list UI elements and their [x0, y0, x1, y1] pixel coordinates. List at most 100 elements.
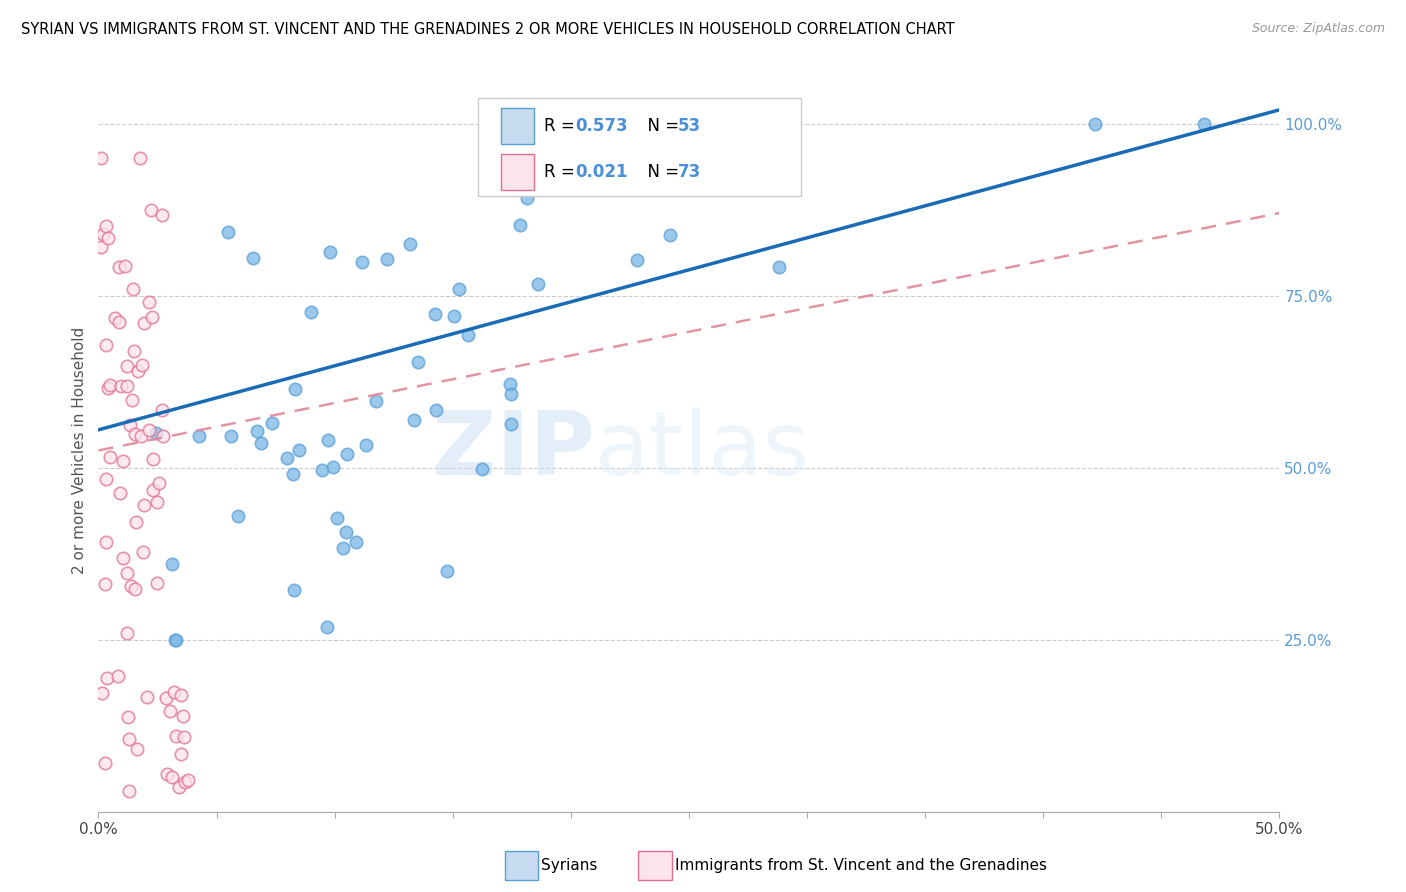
Text: 0.573: 0.573	[575, 117, 627, 135]
Point	[114, 259, 136, 273]
Text: Source: ZipAtlas.com: Source: ZipAtlas.com	[1251, 22, 1385, 36]
Point	[110, 379, 132, 393]
Point	[131, 545, 153, 559]
Point	[344, 534, 367, 549]
Point	[375, 252, 398, 266]
Text: ZIP: ZIP	[432, 407, 595, 494]
Point	[150, 208, 173, 222]
Point	[1084, 117, 1107, 131]
Point	[132, 316, 155, 330]
Text: atlas: atlas	[595, 407, 810, 494]
Point	[96, 472, 118, 486]
Point	[150, 402, 173, 417]
Point	[148, 476, 170, 491]
Point	[260, 417, 283, 431]
Point	[527, 277, 550, 291]
Point	[245, 424, 267, 438]
Point	[499, 387, 522, 401]
Point	[217, 226, 239, 240]
Point	[97, 381, 120, 395]
Point	[398, 236, 420, 251]
Point	[121, 392, 143, 407]
Point	[159, 704, 181, 718]
Point	[436, 564, 458, 578]
Text: SYRIAN VS IMMIGRANTS FROM ST. VINCENT AND THE GRENADINES 2 OR MORE VEHICLES IN H: SYRIAN VS IMMIGRANTS FROM ST. VINCENT AN…	[21, 22, 955, 37]
Text: R =: R =	[544, 117, 581, 135]
Point	[425, 403, 447, 417]
Point	[250, 436, 273, 450]
Point	[98, 450, 121, 465]
Point	[94, 756, 117, 771]
Point	[311, 463, 333, 477]
Text: R =: R =	[544, 163, 581, 181]
Point	[287, 442, 309, 457]
Point	[364, 393, 387, 408]
Point	[471, 462, 494, 476]
Point	[160, 770, 183, 784]
Point	[447, 282, 470, 296]
Point	[118, 418, 141, 433]
Point	[96, 338, 118, 352]
Text: Syrians: Syrians	[541, 858, 598, 872]
Point	[122, 282, 145, 296]
Point	[97, 231, 120, 245]
Point	[117, 379, 139, 393]
Point	[141, 310, 163, 325]
Point	[111, 550, 134, 565]
Point	[163, 685, 186, 699]
Point	[1192, 117, 1215, 131]
Text: 0.021: 0.021	[575, 163, 627, 181]
Point	[115, 359, 138, 374]
Point	[443, 309, 465, 323]
Point	[107, 315, 129, 329]
Point	[516, 192, 538, 206]
Point	[316, 433, 339, 447]
Point	[283, 583, 305, 598]
Point	[120, 579, 142, 593]
Point	[177, 773, 200, 788]
Point	[163, 632, 186, 647]
Point	[155, 691, 177, 706]
Point	[326, 511, 349, 525]
Point	[404, 413, 426, 427]
Point	[160, 557, 183, 571]
Point	[142, 452, 165, 467]
Point	[115, 566, 138, 580]
Point	[319, 245, 342, 260]
Point	[188, 429, 211, 443]
Point	[136, 690, 159, 705]
Point	[221, 429, 243, 443]
Point	[90, 240, 112, 254]
Point	[156, 767, 179, 781]
Point	[281, 467, 304, 482]
Point	[94, 576, 117, 591]
Point	[336, 447, 359, 461]
Point	[174, 774, 197, 789]
Point	[408, 355, 430, 369]
Point	[96, 671, 118, 685]
Point	[170, 688, 193, 702]
Point	[332, 541, 354, 555]
Point	[127, 364, 149, 378]
Point	[350, 254, 373, 268]
Point	[138, 423, 160, 437]
Point	[170, 747, 193, 761]
Point	[626, 253, 648, 268]
Point	[142, 483, 165, 498]
Point	[172, 708, 194, 723]
Point	[124, 582, 146, 596]
Point	[276, 450, 298, 465]
Point	[91, 686, 114, 700]
Point	[167, 780, 190, 794]
Point	[96, 219, 118, 233]
Point	[96, 534, 118, 549]
Point	[322, 460, 344, 475]
Point	[316, 620, 339, 634]
Y-axis label: 2 or more Vehicles in Household: 2 or more Vehicles in Household	[72, 326, 87, 574]
Point	[131, 358, 153, 372]
Point	[173, 730, 195, 744]
Point	[91, 227, 114, 241]
Point	[146, 495, 169, 509]
Point	[301, 304, 323, 318]
Point	[284, 382, 307, 396]
